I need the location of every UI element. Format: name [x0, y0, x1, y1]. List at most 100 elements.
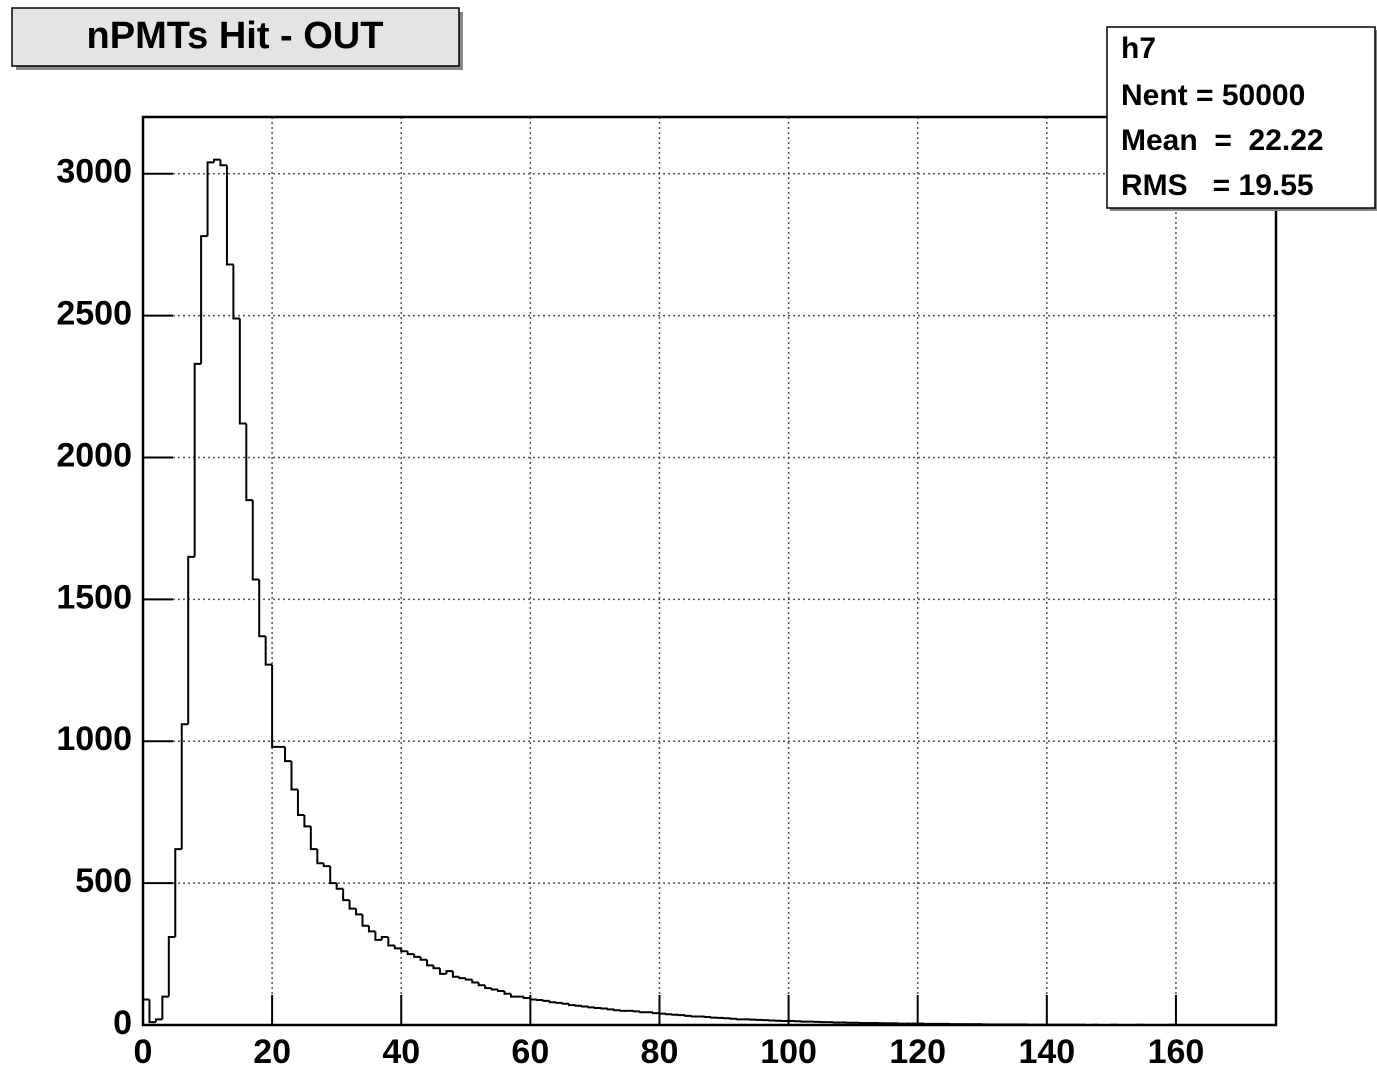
y-tick-label: 500 [75, 862, 132, 900]
y-tick-label: 2000 [56, 436, 132, 474]
bar [322, 863, 331, 868]
bar [374, 931, 382, 941]
bar [568, 1003, 576, 1007]
bar [426, 959, 434, 967]
bar [451, 971, 460, 978]
bar [548, 1000, 557, 1004]
y-tick-label: 0 [113, 1004, 132, 1042]
stats-line: Mean = 22.22 [1121, 124, 1324, 157]
bar [471, 979, 479, 984]
x-tick-label: 80 [641, 1033, 679, 1071]
bar [619, 1009, 628, 1012]
bar [690, 1015, 699, 1018]
bar [258, 579, 266, 638]
bar [200, 235, 208, 364]
x-tick-label: 140 [1018, 1033, 1075, 1071]
bar [445, 970, 453, 974]
bar [542, 999, 550, 1002]
bar [264, 636, 273, 666]
bar [161, 995, 169, 1020]
title-box [11, 7, 460, 67]
bar [561, 1002, 570, 1005]
bar [154, 1018, 163, 1023]
bar [271, 664, 279, 748]
bar [400, 948, 408, 953]
bar [710, 1016, 718, 1019]
bar [245, 423, 253, 502]
bar [613, 1009, 621, 1012]
bar [555, 1001, 563, 1004]
bar [703, 1016, 712, 1019]
bar [290, 761, 298, 791]
bar [729, 1017, 737, 1020]
bar [593, 1006, 602, 1009]
bar [419, 956, 428, 961]
stats-box [1106, 26, 1376, 209]
bar [219, 159, 227, 167]
bar [238, 318, 247, 425]
chart-title: nPMTs Hit - OUT [87, 15, 384, 57]
bar [167, 936, 176, 997]
plot-area: 0 500 1000 1500 2000 2500 3000 0 20 40 60 80 100 120 1… [56, 115, 1278, 1071]
bar [193, 362, 202, 557]
bar [580, 1005, 589, 1008]
x-tick-label: 0 [134, 1033, 153, 1071]
bar [174, 848, 182, 938]
bar [529, 998, 537, 1001]
y-tick-label: 1000 [56, 720, 132, 758]
stats-name: h7 [1121, 32, 1156, 65]
bar [206, 161, 215, 237]
bar [484, 985, 492, 990]
x-tick-label: 40 [382, 1033, 420, 1071]
stats-line: RMS = 19.55 [1121, 169, 1314, 202]
bar [361, 914, 369, 927]
stats-line: Nent = 50000 [1121, 79, 1305, 112]
bar [225, 165, 234, 266]
bar [316, 849, 324, 865]
x-tick-label: 100 [760, 1033, 817, 1071]
bar [458, 976, 466, 980]
bar [303, 815, 311, 828]
bar [393, 945, 402, 950]
bar [735, 1018, 744, 1021]
bar [180, 723, 189, 850]
bar [284, 746, 292, 763]
bar [413, 954, 421, 958]
bar [464, 978, 473, 981]
bar [367, 925, 376, 933]
x-tick-label: 160 [1148, 1033, 1205, 1071]
bar [684, 1014, 692, 1017]
bar [522, 996, 531, 1000]
bar [232, 264, 240, 320]
bar [658, 1012, 666, 1015]
bar [348, 900, 357, 910]
bar [652, 1012, 660, 1015]
bar [309, 826, 318, 851]
bar [639, 1011, 647, 1014]
plot-background [143, 117, 1276, 1025]
bar [296, 789, 305, 817]
bar [509, 993, 518, 998]
bar [329, 866, 337, 885]
bar [355, 908, 363, 916]
bar [406, 951, 415, 956]
bar [380, 936, 389, 940]
bar [213, 158, 221, 163]
bar [477, 982, 486, 987]
bar [187, 555, 195, 725]
bar [671, 1013, 679, 1016]
bar [632, 1010, 641, 1013]
bar [490, 988, 499, 991]
y-tick-label: 1500 [56, 578, 132, 616]
y-tick-label: 3000 [56, 153, 132, 191]
bar [606, 1008, 615, 1011]
bar [503, 990, 511, 995]
bar [148, 999, 156, 1024]
x-tick-label: 60 [511, 1033, 549, 1071]
x-tick-label: 20 [253, 1033, 291, 1071]
bar [664, 1013, 673, 1016]
bar [535, 999, 544, 1002]
bar [251, 500, 260, 581]
x-tick-label: 120 [889, 1033, 946, 1071]
